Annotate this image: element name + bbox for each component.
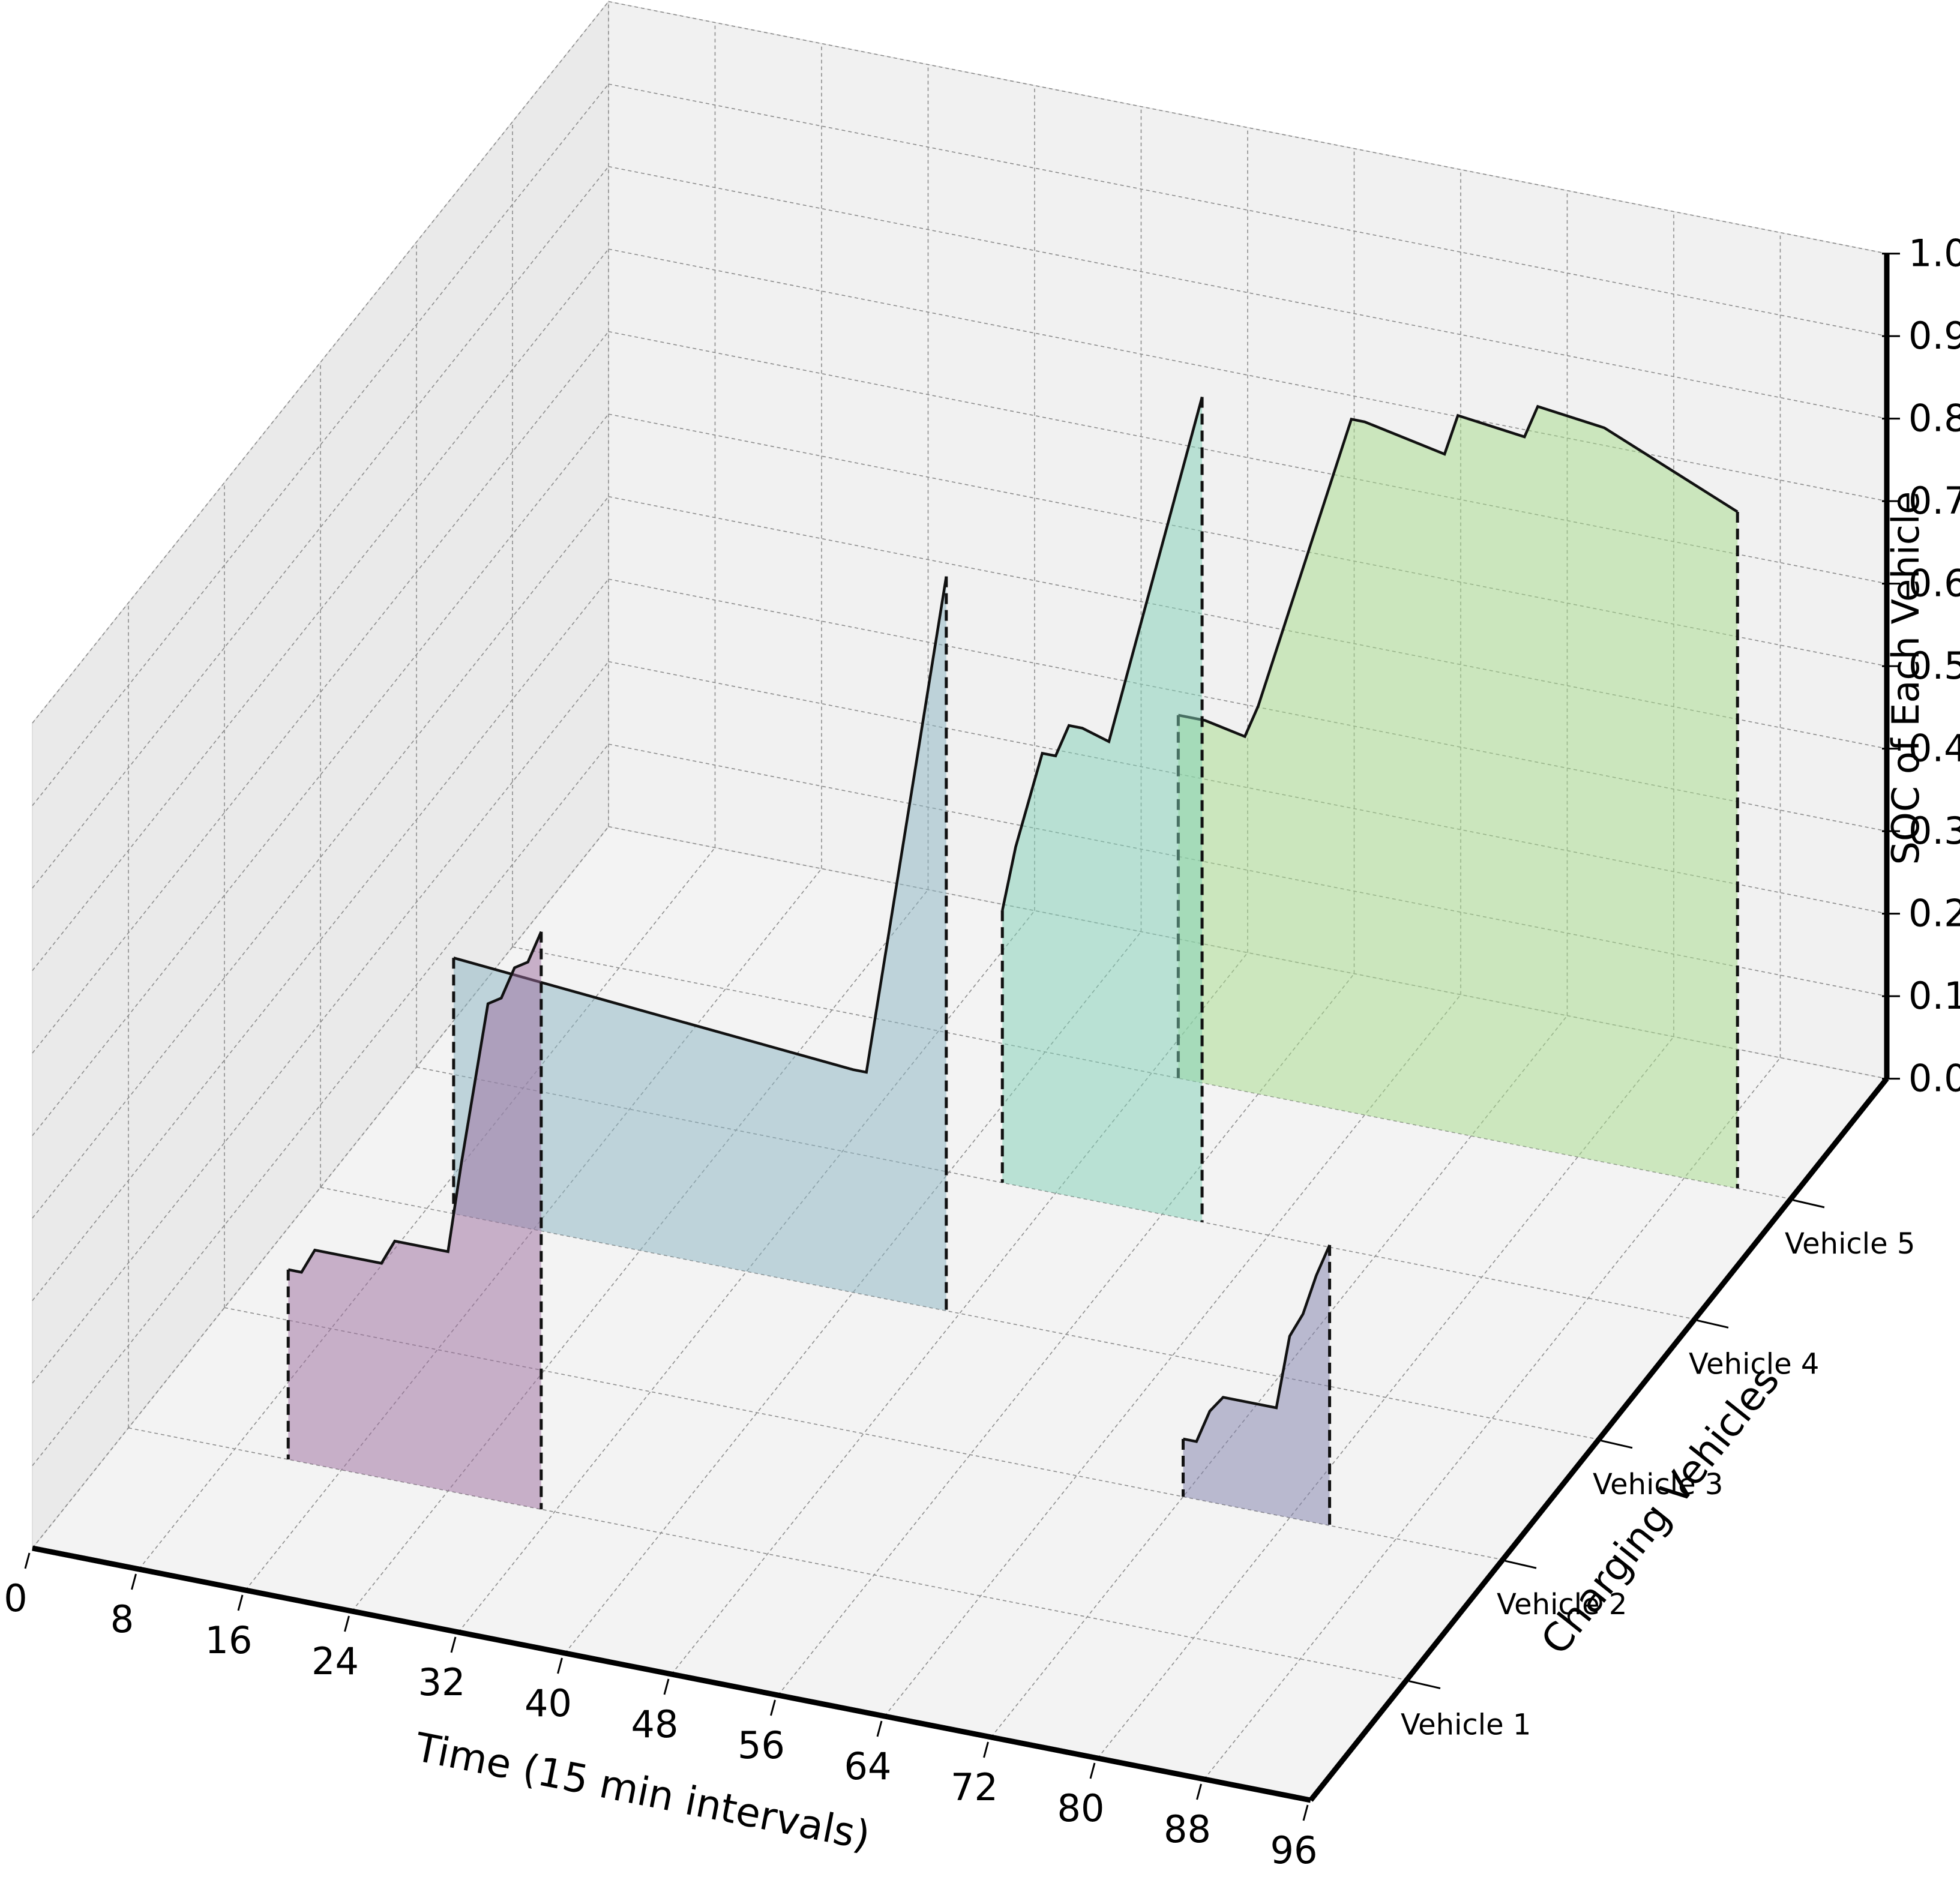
x-tick-label: 32: [418, 1660, 466, 1704]
z-tick-label: 0.6: [1908, 562, 1960, 605]
x-axis-line: [32, 1545, 1311, 1803]
x-tick-label: 24: [311, 1639, 359, 1683]
vehicle-5-area: [1178, 406, 1738, 1189]
grid-line: [884, 994, 1461, 1717]
x-tick-label: 72: [951, 1765, 998, 1809]
x-tick-mark: [1196, 1783, 1202, 1800]
z-tick-label: 0.9: [1908, 314, 1960, 358]
y-tick-label: Vehicle 3: [1593, 1468, 1723, 1501]
vehicle-4-area: [1002, 397, 1203, 1222]
x-tick-mark: [450, 1636, 457, 1653]
x-tick-mark: [557, 1657, 563, 1674]
x-tick-label: 64: [844, 1744, 892, 1788]
y-tick-mark: [1408, 1680, 1441, 1690]
grid-line: [608, 166, 1887, 419]
x-tick-label: 80: [1057, 1786, 1105, 1830]
z-tick-label: 0.2: [1908, 892, 1960, 935]
y-tick-label: Vehicle 5: [1785, 1227, 1915, 1261]
z-tick-label: 0.0: [1908, 1057, 1960, 1101]
x-tick-mark: [770, 1699, 776, 1716]
grid-line: [224, 1307, 1503, 1560]
x-tick-mark: [237, 1594, 244, 1611]
grid-line: [128, 1427, 1407, 1681]
y-tick-label: Vehicle 4: [1689, 1347, 1819, 1381]
x-tick-mark: [983, 1741, 989, 1758]
grid-line: [671, 952, 1248, 1675]
x-tick-mark: [131, 1573, 137, 1590]
x-tick-label: 8: [110, 1597, 134, 1641]
x-tick-label: 56: [738, 1723, 785, 1767]
x-tick-label: 40: [525, 1681, 572, 1725]
z-axis-title: SOC of Each Vehicle: [1884, 491, 1928, 865]
vehicle-2-area: [1183, 1245, 1330, 1526]
vehicle-4-soc-line: [1001, 396, 1204, 911]
y-tick-mark: [1601, 1440, 1633, 1449]
grid-line: [416, 1066, 1695, 1320]
vehicle-3-soc-line: [453, 576, 948, 1074]
grid-line: [608, 1, 1887, 254]
y-tick-label: Vehicle 1: [1401, 1708, 1531, 1742]
grid-line: [320, 1187, 1599, 1440]
grid-line: [245, 868, 822, 1591]
y-tick-mark: [1793, 1199, 1825, 1209]
x-tick-label: 88: [1164, 1807, 1211, 1851]
z-tick-label: 1.0: [1908, 232, 1960, 275]
x-tick-mark: [1302, 1804, 1309, 1821]
x-tick-label: 0: [4, 1576, 27, 1620]
x-tick-mark: [1089, 1762, 1096, 1779]
y-axis-line: [1308, 1077, 1889, 1802]
vehicle-2-soc-line: [1183, 1244, 1331, 1443]
x-tick-label: 96: [1270, 1828, 1318, 1872]
y-tick-label: Vehicle 2: [1497, 1588, 1627, 1621]
z-tick-label: 0.7: [1908, 479, 1960, 523]
z-tick-label: 0.8: [1908, 397, 1960, 440]
vehicle-1-area: [288, 931, 541, 1510]
z-tick-label: 0.5: [1908, 644, 1960, 688]
grid-line: [1203, 1057, 1781, 1780]
x-tick-mark: [24, 1552, 31, 1569]
vehicle-1-soc-line: [287, 931, 543, 1274]
grid-line: [608, 248, 1887, 502]
y-tick-mark: [1697, 1319, 1729, 1329]
z-tick-label: 0.4: [1908, 727, 1960, 770]
y-tick-mark: [1505, 1560, 1537, 1569]
x-tick-label: 16: [205, 1618, 253, 1662]
z-tick-label: 0.3: [1908, 809, 1960, 853]
vehicle-5-soc-line: [1177, 404, 1739, 739]
grid-line: [608, 83, 1887, 337]
x-tick-mark: [876, 1720, 883, 1737]
z-tick-label: 0.1: [1908, 974, 1960, 1018]
grid-line: [458, 910, 1035, 1633]
x-tick-mark: [344, 1615, 350, 1632]
x-tick-label: 48: [631, 1702, 679, 1746]
vehicle-3-area: [453, 576, 946, 1311]
x-tick-mark: [663, 1678, 670, 1695]
